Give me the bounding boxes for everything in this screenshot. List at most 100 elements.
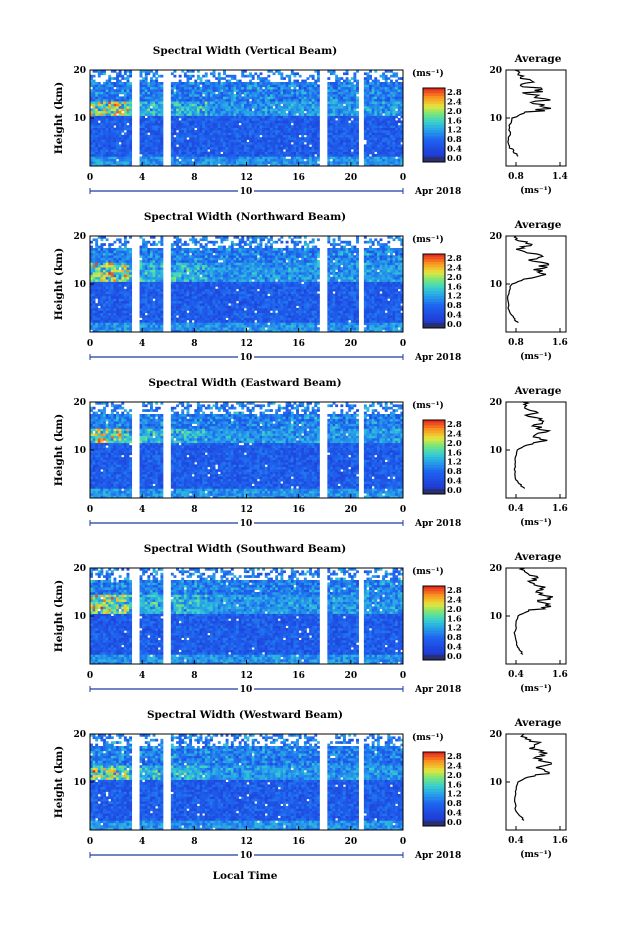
heatmap-cell [288, 324, 292, 328]
heatmap-cell [204, 310, 208, 314]
heatmap-cell [264, 122, 268, 126]
heatmap-cell [223, 320, 226, 323]
heatmap-cell [246, 142, 250, 145]
heatmap-cell [285, 130, 289, 133]
heatmap-cell [348, 127, 352, 131]
heatmap-cell [97, 125, 101, 128]
heatmap-cell [246, 118, 250, 121]
heatmap-cell [100, 70, 104, 73]
heatmap-cell [123, 324, 127, 328]
heatmap-cell [103, 130, 106, 133]
heatmap-cell [329, 144, 333, 148]
heatmap-cell [290, 312, 294, 316]
heatmap-cell [173, 315, 177, 318]
heatmap-cell [256, 324, 260, 328]
heatmap-cell [387, 108, 391, 112]
heatmap-cell [108, 312, 112, 316]
heatmap-cell [387, 320, 391, 323]
heatmap-cell [369, 103, 372, 107]
heatmap-cell [194, 125, 198, 128]
heatmap-cell [196, 127, 200, 131]
heatmap-cell [186, 118, 190, 121]
heatmap-cell [269, 151, 273, 155]
heatmap-cell [283, 161, 286, 164]
heatmap-cell [230, 120, 234, 124]
heatmap-cell [280, 149, 284, 152]
heatmap-cell [256, 149, 260, 152]
heatmap-cell [350, 154, 354, 157]
heatmap-cell [379, 127, 383, 131]
heatmap-cell [217, 125, 221, 128]
heatmap-cell [374, 106, 378, 109]
heatmap-cell [366, 84, 370, 88]
heatmap-cell [178, 312, 182, 316]
heatmap-cell [123, 82, 127, 85]
heatmap-cell [209, 132, 213, 136]
heatmap-cell [223, 322, 226, 326]
heatmap-cell [189, 130, 193, 133]
heatmap-cell [335, 322, 339, 326]
heatmap-cell [366, 154, 370, 157]
heatmap-cell [241, 144, 245, 148]
heatmap-cell [246, 89, 250, 92]
heatmap-cell [142, 122, 146, 126]
heatmap-cell [110, 70, 114, 73]
heatmap-cell [100, 158, 104, 162]
heatmap-cell [290, 156, 294, 160]
heatmap-cell [243, 82, 247, 85]
heatmap-cell [303, 317, 307, 321]
heatmap-cell [397, 317, 401, 321]
heatmap-cell [243, 70, 247, 73]
heatmap-cell [160, 329, 164, 333]
heatmap-cell [202, 96, 206, 100]
heatmap-cell [332, 72, 336, 76]
heatmap-cell [387, 163, 391, 167]
heatmap-cell [262, 156, 266, 160]
heatmap-cell [113, 154, 117, 157]
heatmap-cell [126, 324, 130, 328]
heatmap-cell [225, 94, 229, 97]
heatmap-cell [191, 91, 195, 95]
heatmap-cell [262, 324, 266, 328]
heatmap-cell [170, 130, 174, 133]
heatmap-cell [217, 156, 221, 160]
heatmap-cell [264, 118, 268, 121]
heatmap-cell [183, 101, 187, 104]
heatmap-cell [149, 329, 153, 333]
heatmap-cell [110, 86, 114, 90]
heatmap-cell [121, 151, 125, 155]
heatmap-cell [340, 101, 344, 104]
heatmap-cell [194, 132, 198, 136]
heatmap-cell [225, 134, 229, 138]
heatmap-cell [105, 110, 109, 114]
heatmap-cell [275, 122, 279, 126]
heatmap-cell [230, 86, 234, 90]
heatmap-cell [108, 89, 112, 92]
heatmap-cell [387, 94, 391, 97]
heatmap-cell [204, 74, 208, 78]
heatmap-cell [228, 146, 232, 150]
heatmap-cell [236, 156, 239, 160]
heatmap-cell [152, 154, 156, 157]
heatmap-cell [173, 329, 177, 333]
heatmap-cell [144, 120, 148, 124]
heatmap-cell [103, 144, 106, 148]
heatmap-cell [191, 161, 195, 164]
heatmap-cell [147, 312, 151, 316]
heatmap-cell [207, 134, 211, 138]
heatmap-cell [170, 134, 174, 138]
heatmap-cell [103, 146, 106, 150]
heatmap-cell [178, 74, 182, 78]
heatmap-cell [309, 122, 313, 126]
heatmap-cell [356, 324, 359, 328]
heatmap-cell [199, 329, 203, 333]
heatmap-cell [332, 70, 336, 73]
heatmap-cell [280, 132, 284, 136]
heatmap-cell [110, 312, 114, 316]
heatmap-cell [293, 320, 297, 323]
heatmap-cell [269, 127, 273, 131]
heatmap-cell [199, 89, 203, 92]
heatmap-cell [181, 312, 185, 316]
heatmap-cell [293, 118, 297, 121]
heatmap-cell [241, 91, 245, 95]
